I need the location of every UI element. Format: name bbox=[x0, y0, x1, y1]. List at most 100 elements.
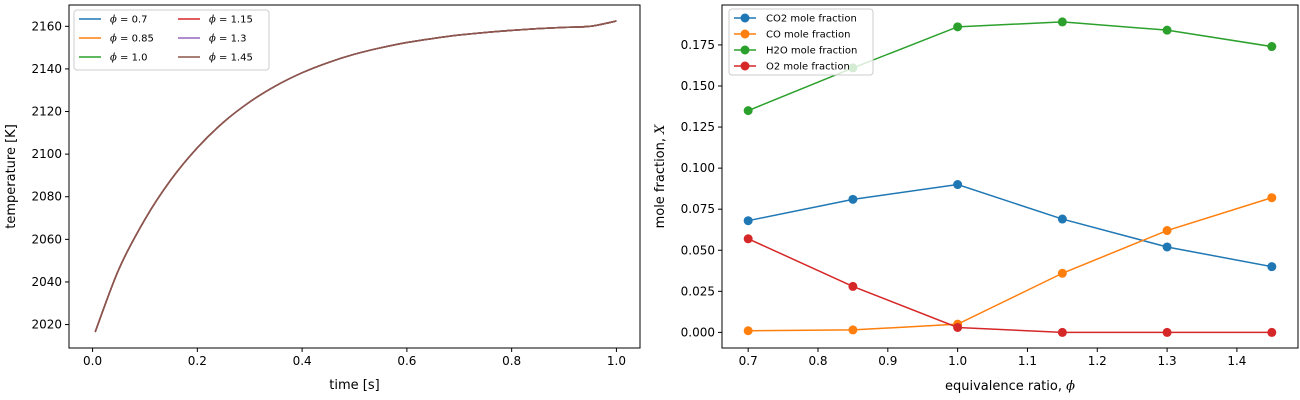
mole-fraction-x-axis-label-symbol: ϕ bbox=[1066, 379, 1075, 394]
mole-fraction-y-tick-label: 0.125 bbox=[681, 120, 715, 134]
mole-fraction-plot-frame bbox=[721, 4, 1299, 349]
mole-fraction-y-tick-label: 0.175 bbox=[681, 38, 715, 52]
temperature-legend-items: ϕ = 0.7ϕ = 0.85ϕ = 1.0ϕ = 1.15ϕ = 1.3ϕ =… bbox=[79, 15, 253, 64]
temperature-y-tick-label: 2040 bbox=[31, 275, 62, 289]
mole-fraction-series-line-0 bbox=[748, 183, 1272, 268]
temperature-y-tick-label: 2020 bbox=[31, 318, 62, 332]
mole-fraction-point bbox=[1057, 268, 1067, 278]
mole-fraction-y-axis-label-text: mole fraction, bbox=[653, 134, 668, 229]
mole-fraction-point bbox=[1267, 327, 1277, 337]
mole-fraction-x-tick-label: 0.8 bbox=[808, 354, 827, 368]
mole-fraction-legend: CO2 mole fraction CO mole fraction H2O mol… bbox=[728, 8, 874, 76]
temperature-legend-symbol: ϕ bbox=[209, 53, 216, 64]
temperature-legend-symbol: ϕ bbox=[110, 53, 117, 64]
temperature-legend-value: = 1.0 bbox=[117, 53, 148, 64]
mole-fraction-x-axis-label: equivalence ratio, ϕ bbox=[945, 379, 1075, 394]
mole-fraction-x-tick-label: 1.2 bbox=[1088, 354, 1107, 368]
mole-fraction-x-tick-label: 1.3 bbox=[1158, 354, 1177, 368]
mole-fraction-legend-label: H2O mole fraction bbox=[766, 46, 857, 57]
temperature-y-tick-label: 2100 bbox=[31, 147, 62, 161]
mole-fraction-legend-marker bbox=[740, 61, 750, 71]
mole-fraction-point bbox=[743, 326, 753, 336]
mole-fraction-x-ticks: 0.7 0.8 0.9 1.0 1.1 1.2 1.3 1.4 bbox=[739, 348, 1246, 368]
temperature-y-tick-label: 2120 bbox=[31, 105, 62, 119]
mole-fraction-legend-label: O2 mole fraction bbox=[766, 62, 850, 73]
mole-fraction-point bbox=[848, 325, 858, 335]
temperature-chart: 0.0 0.2 0.4 0.6 0.8 1.0 202020402060208021002… bbox=[4, 4, 641, 393]
mole-fraction-y-axis-label-symbol: X bbox=[653, 124, 668, 135]
temperature-plot-frame bbox=[68, 4, 641, 349]
mole-fraction-y-ticks: 0.000 0.025 0.050 0.075 0.100 0.125 0.150 0.175 bbox=[681, 38, 722, 339]
temperature-x-tick-label: 0.6 bbox=[397, 354, 416, 368]
temperature-y-axis-label: temperature [K] bbox=[4, 124, 19, 229]
mole-fraction-legend-label: CO2 mole fraction bbox=[766, 14, 857, 25]
mole-fraction-y-tick-label: 0.025 bbox=[681, 284, 715, 298]
temperature-legend-label: ϕ = 0.85 bbox=[110, 34, 154, 45]
mole-fraction-x-tick-label: 0.9 bbox=[878, 354, 897, 368]
temperature-legend-symbol: ϕ bbox=[209, 34, 216, 45]
temperature-legend-label: ϕ = 1.0 bbox=[110, 53, 147, 64]
temperature-legend: ϕ = 0.7ϕ = 0.85ϕ = 1.0ϕ = 1.15ϕ = 1.3ϕ =… bbox=[73, 9, 270, 71]
mole-fraction-point bbox=[1057, 17, 1067, 27]
temperature-x-tick-label: 1.0 bbox=[607, 354, 626, 368]
temperature-x-ticks: 0.0 0.2 0.4 0.6 0.8 1.0 bbox=[83, 348, 626, 368]
temperature-legend-label: ϕ = 0.7 bbox=[110, 15, 147, 26]
temperature-x-tick-label: 0.8 bbox=[502, 354, 521, 368]
mole-fraction-y-tick-label: 0.075 bbox=[681, 202, 715, 216]
temperature-legend-symbol: ϕ bbox=[209, 15, 216, 26]
mole-fraction-series-line-3 bbox=[747, 238, 1272, 334]
mole-fraction-x-tick-label: 1.4 bbox=[1227, 354, 1246, 368]
temperature-legend-value: = 0.7 bbox=[117, 15, 148, 26]
temperature-y-tick-label: 2140 bbox=[31, 62, 62, 76]
mole-fraction-y-axis-label: mole fraction, X bbox=[653, 124, 668, 229]
mole-fraction-legend-label: CO mole fraction bbox=[766, 30, 850, 41]
mole-fraction-point bbox=[848, 281, 858, 291]
mole-fraction-legend-marker bbox=[740, 13, 750, 23]
mole-fraction-x-tick-label: 0.7 bbox=[739, 354, 758, 368]
mole-fraction-y-tick-label: 0.000 bbox=[681, 325, 715, 339]
temperature-legend-symbol: ϕ bbox=[110, 15, 117, 26]
mole-fraction-point bbox=[1267, 193, 1277, 203]
temperature-x-tick-label: 0.4 bbox=[293, 354, 312, 368]
mole-fraction-point bbox=[1162, 327, 1172, 337]
mole-fraction-series-line-1 bbox=[748, 196, 1273, 332]
mole-fraction-legend-marker bbox=[740, 45, 750, 55]
mole-fraction-point bbox=[848, 194, 858, 204]
temperature-x-tick-label: 0.0 bbox=[83, 354, 102, 368]
mole-fraction-legend-marker bbox=[740, 29, 750, 39]
mole-fraction-point bbox=[1057, 214, 1067, 224]
temperature-lines bbox=[94, 20, 617, 333]
mole-fraction-legend-items: CO2 mole fraction CO mole fraction H2O mol… bbox=[734, 13, 857, 73]
temperature-legend-value: = 1.15 bbox=[216, 15, 253, 26]
mole-fraction-point bbox=[953, 180, 963, 190]
mole-fraction-x-axis-label-text: equivalence ratio, bbox=[945, 379, 1066, 394]
temperature-legend-value: = 1.45 bbox=[216, 53, 253, 64]
mole-fraction-lines bbox=[743, 17, 1277, 337]
mole-fraction-y-tick-label: 0.150 bbox=[681, 79, 715, 93]
temperature-legend-label: ϕ = 1.3 bbox=[209, 34, 246, 45]
mole-fraction-point bbox=[743, 234, 753, 244]
mole-fraction-point bbox=[1162, 226, 1172, 236]
temperature-legend-value: = 1.3 bbox=[216, 34, 247, 45]
temperature-x-axis-label: time [s] bbox=[329, 378, 379, 393]
temperature-legend-label: ϕ = 1.45 bbox=[209, 53, 253, 64]
temperature-legend-symbol: ϕ bbox=[110, 34, 117, 45]
mole-fraction-x-tick-label: 1.1 bbox=[1018, 354, 1037, 368]
mole-fraction-point bbox=[743, 106, 753, 116]
mole-fraction-point bbox=[1162, 242, 1172, 252]
mole-fraction-y-tick-label: 0.050 bbox=[681, 243, 715, 257]
mole-fraction-point bbox=[953, 22, 963, 32]
mole-fraction-y-tick-label: 0.100 bbox=[681, 161, 715, 175]
mole-fraction-point bbox=[743, 216, 753, 226]
temperature-legend-box bbox=[73, 9, 270, 71]
mole-fraction-legend-box bbox=[728, 8, 874, 76]
temperature-y-tick-label: 2060 bbox=[31, 232, 62, 246]
temperature-y-tick-label: 2080 bbox=[31, 190, 62, 204]
mole-fraction-chart: 0.7 0.8 0.9 1.0 1.1 1.2 1.3 1.4 0.000 0.025 0.050… bbox=[653, 4, 1299, 394]
mole-fraction-point bbox=[1267, 262, 1277, 272]
temperature-series-line-5 bbox=[94, 20, 617, 333]
mole-fraction-point bbox=[1057, 327, 1067, 337]
temperature-legend-label: ϕ = 1.15 bbox=[209, 15, 253, 26]
temperature-y-tick-label: 2160 bbox=[31, 19, 62, 33]
